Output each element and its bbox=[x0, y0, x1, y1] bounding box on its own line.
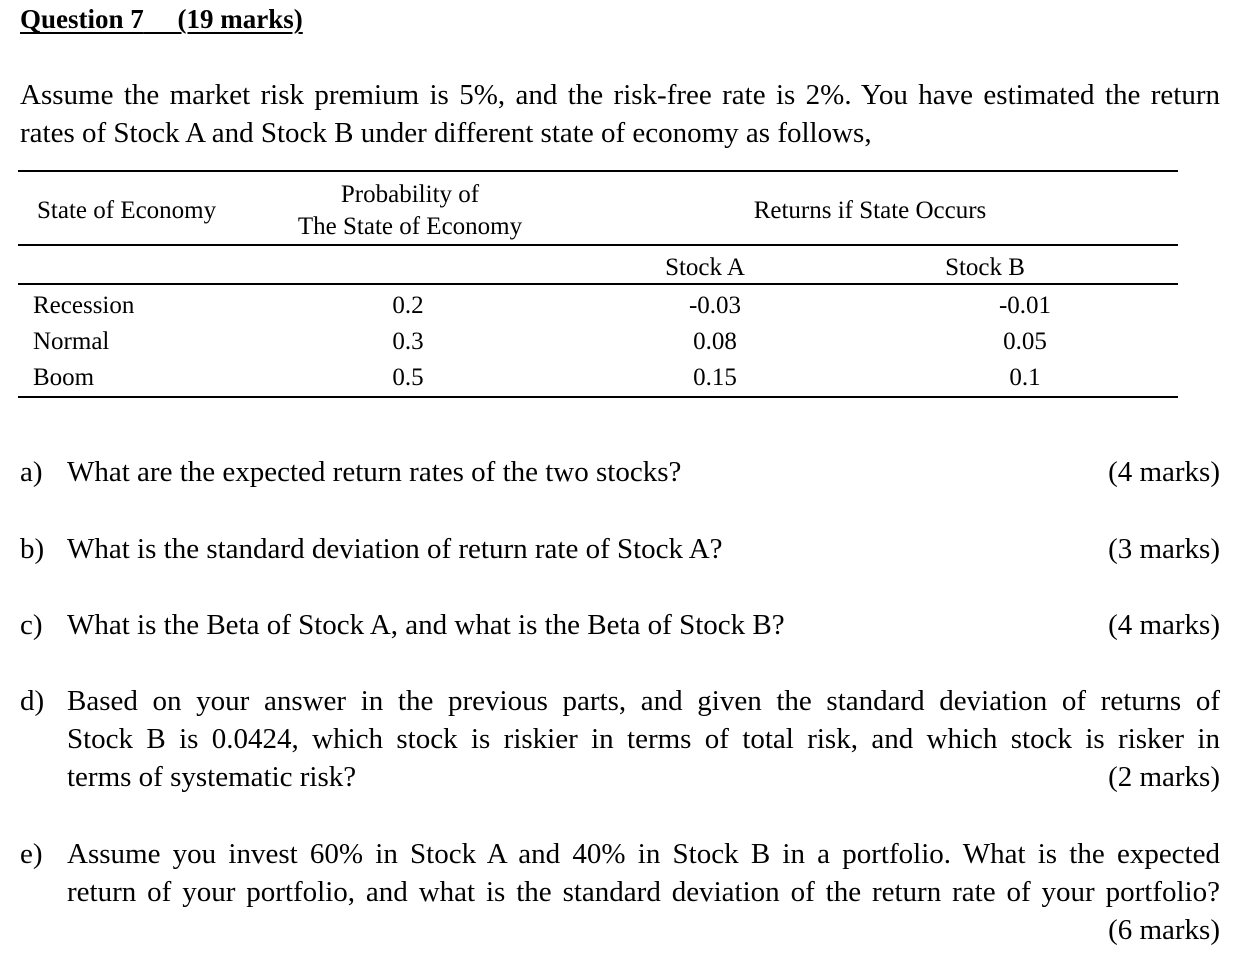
row-normal-state: Normal bbox=[33, 328, 110, 355]
row-boom-stock-a: 0.15 bbox=[693, 364, 737, 391]
question-a-text: What are the expected return rates of th… bbox=[67, 456, 682, 488]
question-a-letter: a) bbox=[20, 456, 43, 488]
question-d-line-2: Stock B is 0.0424, which stock is riskie… bbox=[67, 723, 1220, 755]
table-subheader-rule bbox=[18, 283, 1178, 285]
question-a: a) What are the expected return rates of… bbox=[20, 453, 1220, 491]
table-bottom-rule bbox=[18, 396, 1178, 398]
row-normal-stock-b: 0.05 bbox=[1003, 328, 1047, 355]
question-number: Question 7 bbox=[20, 4, 144, 34]
question-d-line-3: terms of systematic risk? bbox=[67, 761, 357, 793]
question-d-text: Based on your answer in the previous par… bbox=[67, 682, 1220, 796]
row-boom-stock-b: 0.1 bbox=[1009, 364, 1041, 391]
table-header-rule bbox=[18, 244, 1178, 246]
header-stock-b: Stock B bbox=[945, 254, 1025, 281]
header-stock-a: Stock A bbox=[665, 254, 745, 281]
intro-line-1: Assume the market risk premium is 5%, an… bbox=[20, 79, 1220, 111]
question-a-marks: (4 marks) bbox=[1108, 456, 1220, 488]
question-d-line-1: Based on your answer in the previous par… bbox=[67, 685, 1220, 717]
row-recession-stock-b: -0.01 bbox=[998, 292, 1052, 319]
row-normal-probability: 0.3 bbox=[392, 328, 424, 355]
question-d: d) Based on your answer in the previous … bbox=[20, 682, 1220, 796]
question-d-letter: d) bbox=[20, 685, 45, 717]
header-probability-line-1: Probability of bbox=[340, 181, 480, 208]
header-returns-if-state-occurs: Returns if State Occurs bbox=[753, 197, 987, 224]
question-e: e) Assume you invest 60% in Stock A and … bbox=[20, 835, 1220, 946]
question-d-marks: (2 marks) bbox=[1108, 761, 1220, 793]
header-probability-line-2: The State of Economy bbox=[297, 213, 523, 240]
question-c: c) What is the Beta of Stock A, and what… bbox=[20, 606, 1220, 644]
question-c-marks: (4 marks) bbox=[1108, 609, 1220, 641]
row-recession-stock-a: -0.03 bbox=[688, 292, 742, 319]
row-normal-stock-a: 0.08 bbox=[693, 328, 737, 355]
question-total-marks: (19 marks) bbox=[177, 4, 303, 34]
row-recession-state: Recession bbox=[33, 292, 135, 319]
question-e-text: Assume you invest 60% in Stock A and 40%… bbox=[67, 835, 1220, 911]
question-b-letter: b) bbox=[20, 533, 45, 565]
question-e-marks: (6 marks) bbox=[1108, 914, 1220, 946]
row-boom-probability: 0.5 bbox=[392, 364, 424, 391]
question-heading: Question 7 (19 marks) bbox=[20, 4, 303, 35]
question-e-line-1: Assume you invest 60% in Stock A and 40%… bbox=[67, 838, 1220, 870]
question-c-letter: c) bbox=[20, 609, 43, 641]
intro-line-2: rates of Stock A and Stock B under diffe… bbox=[20, 117, 872, 149]
question-b-marks: (3 marks) bbox=[1108, 533, 1220, 565]
row-boom-state: Boom bbox=[33, 364, 95, 391]
header-state-of-economy: State of Economy bbox=[37, 197, 217, 224]
question-e-line-2: return of your portfolio, and what is th… bbox=[67, 876, 1220, 908]
question-b: b) What is the standard deviation of ret… bbox=[20, 530, 1220, 568]
table-top-rule bbox=[18, 170, 1178, 172]
question-b-text: What is the standard deviation of return… bbox=[67, 533, 723, 565]
question-e-letter: e) bbox=[20, 838, 43, 870]
question-c-text: What is the Beta of Stock A, and what is… bbox=[67, 609, 785, 641]
row-recession-probability: 0.2 bbox=[392, 292, 424, 319]
intro-paragraph: Assume the market risk premium is 5%, an… bbox=[20, 76, 1220, 152]
